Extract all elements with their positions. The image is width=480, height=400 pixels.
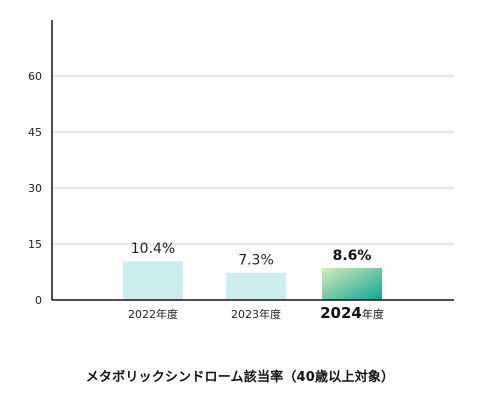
bar-2022 bbox=[123, 261, 183, 300]
axes bbox=[51, 20, 454, 301]
y-tick-label: 30 bbox=[28, 182, 42, 195]
x-label-2022: 2022年度 bbox=[128, 307, 178, 321]
y-tick-label: 15 bbox=[28, 238, 42, 251]
bar-2023 bbox=[226, 272, 286, 300]
bar-chart: 0 15 30 45 60 10.4% 7.3% 8.6% 2022年度 2023年度 2024… bbox=[28, 20, 454, 322]
y-tick-label: 45 bbox=[28, 126, 42, 139]
x-axis-labels: 2022年度 2023年度 2024年度 bbox=[128, 304, 384, 322]
chart-title: メタボリックシンドローム該当率（40歳以上対象） bbox=[85, 370, 395, 385]
x-label-2023: 2023年度 bbox=[231, 307, 281, 321]
y-tick-label: 60 bbox=[28, 70, 42, 83]
value-label-2022: 10.4% bbox=[131, 241, 175, 257]
bars bbox=[123, 261, 382, 300]
y-axis-ticks: 0 15 30 45 60 bbox=[28, 70, 42, 307]
x-label-2024: 2024年度 bbox=[320, 304, 384, 322]
value-label-2023: 7.3% bbox=[238, 253, 274, 269]
value-label-2024: 8.6% bbox=[333, 248, 372, 264]
data-labels: 10.4% 7.3% 8.6% bbox=[131, 241, 372, 269]
y-tick-label: 0 bbox=[35, 294, 42, 307]
gridlines bbox=[52, 75, 454, 245]
bar-2024 bbox=[322, 267, 382, 300]
